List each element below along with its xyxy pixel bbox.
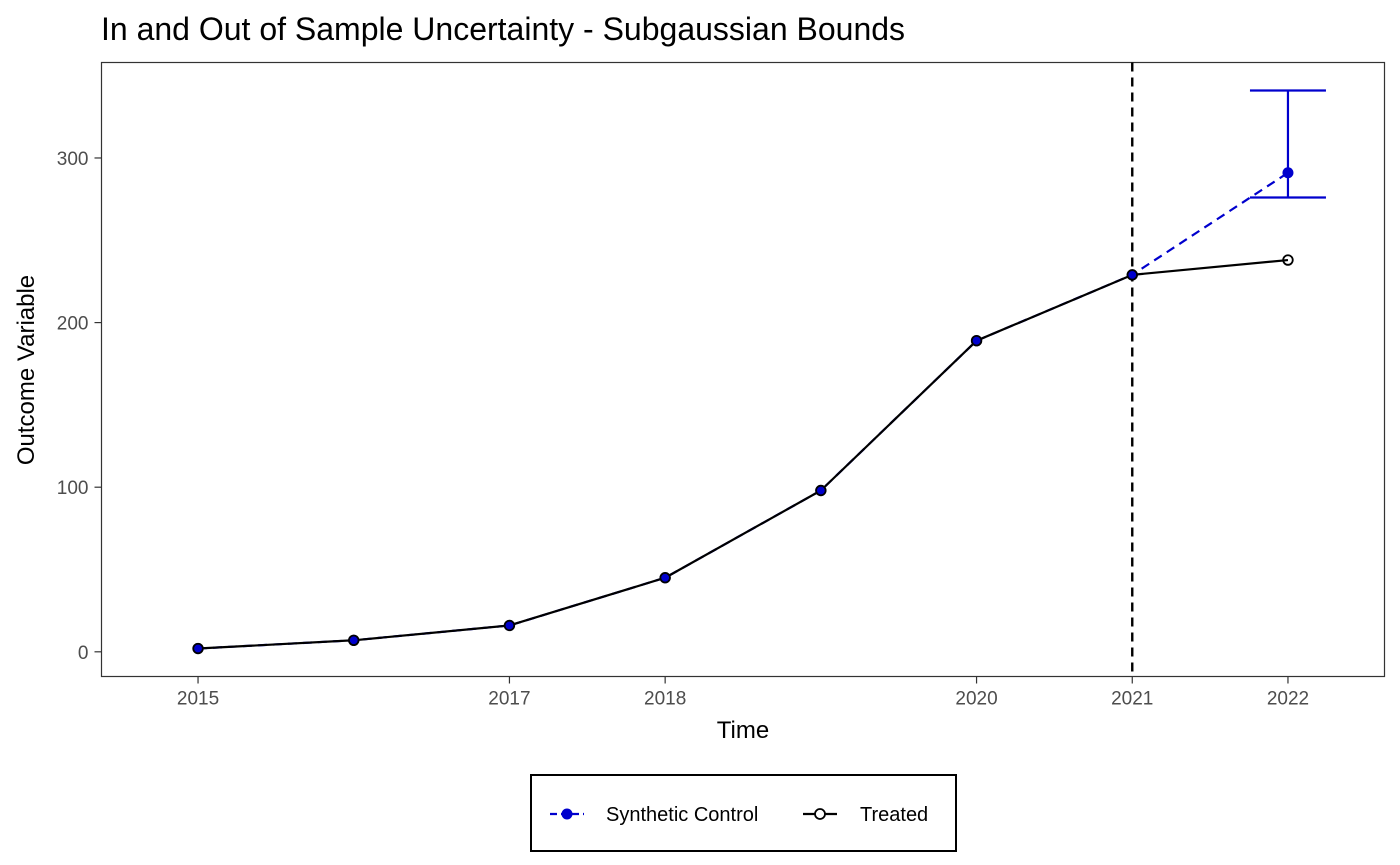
data-point-synthetic-control-5: [971, 335, 983, 347]
chart-title: In and Out of Sample Uncertainty - Subga…: [101, 11, 905, 47]
legend-key-treated-marker: [814, 808, 826, 820]
data-point-synthetic-control-7: [1282, 167, 1294, 179]
x-tick-label-2018: 2018: [644, 689, 686, 710]
series-points: [192, 167, 1294, 655]
x-axis-title: Time: [717, 717, 769, 744]
data-point-treated-2: [503, 619, 516, 632]
data-point-treated-6: [1126, 269, 1138, 281]
data-point-treated-1: [348, 634, 360, 646]
legend-box: [530, 774, 957, 852]
y-tick-label-200: 200: [57, 314, 89, 335]
data-point-synthetic-control-0: [192, 643, 204, 655]
data-point-synthetic-control-4: [815, 484, 827, 496]
legend-label-treated: Treated: [860, 804, 928, 826]
legend-key-synthetic-control-marker: [561, 808, 573, 820]
legend-label-synthetic-control: Synthetic Control: [606, 804, 758, 826]
y-axis: 0 100 200 300: [57, 149, 102, 664]
data-point-treated-4: [815, 484, 827, 497]
series-lines: [197, 171, 1289, 650]
error-bars: [1249, 89, 1326, 199]
plot-panel: [100, 61, 1386, 678]
y-axis-title: Outcome Variable: [13, 275, 40, 465]
x-tick-label-2015: 2015: [177, 689, 219, 710]
y-tick-label-0: 0: [78, 643, 89, 664]
series-line-treated: [197, 258, 1289, 650]
x-axis: 2015 2017 2018 2020 2021 2022: [177, 676, 1309, 710]
legend: Synthetic Control Treated: [530, 774, 957, 852]
data-point-synthetic-control-3: [659, 572, 671, 584]
data-point-treated-3: [659, 572, 671, 584]
x-tick-label-2021: 2021: [1111, 689, 1153, 710]
x-tick-label-2020: 2020: [955, 689, 997, 710]
x-tick-label-2017: 2017: [488, 689, 530, 710]
data-point-treated-7: [1282, 254, 1294, 266]
y-tick-label-300: 300: [57, 149, 89, 170]
data-point-synthetic-control-2: [503, 619, 515, 631]
data-point-treated-5: [970, 334, 983, 347]
data-point-treated-0: [192, 642, 204, 655]
y-tick-label-100: 100: [57, 478, 89, 499]
data-point-synthetic-control-6: [1126, 269, 1138, 281]
data-point-synthetic-control-1: [348, 634, 360, 646]
x-tick-label-2022: 2022: [1267, 689, 1309, 710]
